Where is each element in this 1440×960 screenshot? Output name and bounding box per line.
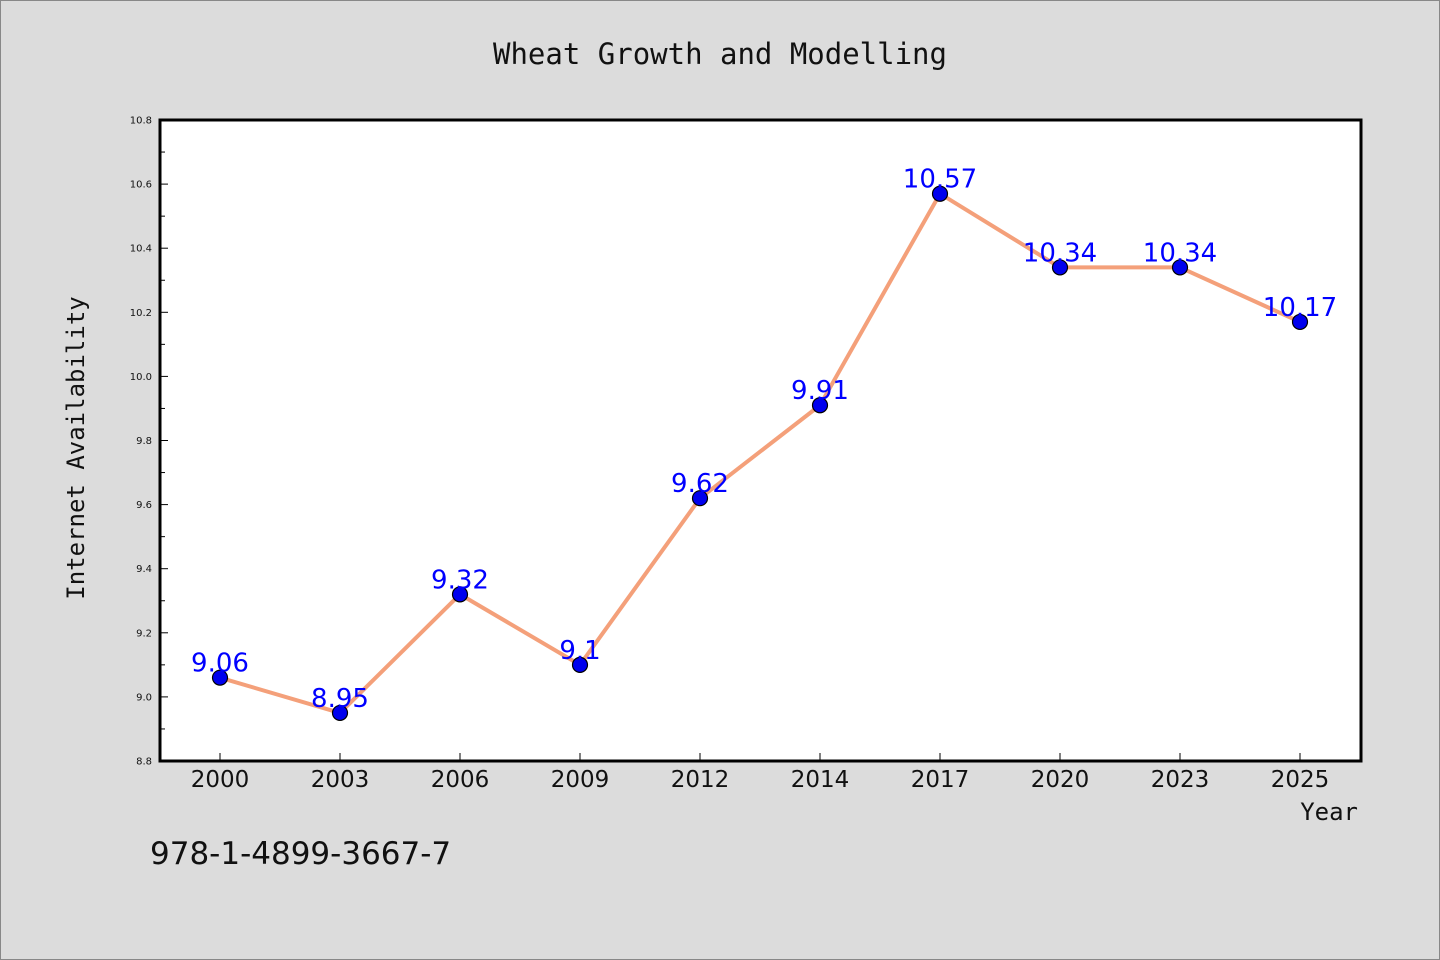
data-point: [451, 586, 469, 603]
x-axis-label: Year: [1300, 798, 1358, 826]
y-tick-label: 10.0: [130, 372, 152, 383]
y-tick-label: 10.4: [130, 244, 152, 255]
data-point: [691, 490, 709, 507]
y-tick-label: 10.8: [130, 116, 152, 127]
data-label: 10.17: [1263, 293, 1337, 323]
data-label: 10.57: [903, 165, 977, 195]
x-tick-label: 2023: [1151, 767, 1210, 793]
x-tick-label: 2003: [311, 767, 370, 793]
data-label: 9.91: [791, 376, 849, 406]
data-label: 10.34: [1143, 238, 1217, 268]
y-tick-label: 9.4: [136, 564, 152, 575]
y-tick-label: 10.2: [130, 308, 152, 319]
y-tick-label: 10.6: [130, 180, 152, 191]
data-label: 9.06: [191, 649, 249, 679]
data-point: [1291, 313, 1309, 331]
x-tick-label: 2017: [911, 767, 970, 793]
x-tick-label: 2020: [1031, 767, 1090, 793]
data-label: 9.62: [671, 469, 729, 499]
data-point: [1051, 259, 1069, 276]
y-tick-label: 9.2: [136, 628, 152, 639]
isbn-annotation: 978-1-4899-3667-7: [150, 836, 451, 872]
x-axis: 2000 2003 2006 2009 2012 2014 2017 2020 2023 2025: [191, 753, 1330, 793]
x-tick-label: 2000: [191, 767, 250, 793]
data-label: 9.32: [431, 565, 489, 595]
data-label: 8.95: [311, 684, 369, 714]
y-tick-label: 8.8: [136, 757, 152, 768]
data-labels: 9.06 8.95 9.32 9.1 9.62 9.91 10.57 10.34 10.34 10…: [191, 165, 1337, 714]
x-tick-label: 2012: [671, 767, 730, 793]
data-point: [331, 704, 349, 722]
chart-title: Wheat Growth and Modelling: [493, 37, 947, 71]
x-tick-label: 2025: [1271, 767, 1330, 793]
y-axis-label: Internet Availability: [62, 296, 90, 599]
data-point: [211, 669, 229, 686]
data-point: [931, 185, 949, 202]
x-tick-label: 2014: [791, 767, 850, 793]
data-label: 9.1: [559, 636, 600, 666]
y-tick-label: 9.8: [136, 436, 152, 447]
plot-area: [158, 118, 1363, 763]
data-point: [1171, 259, 1189, 276]
data-point: [811, 397, 829, 414]
y-axis: 8.8 9.0 9.2 9.4 9.6 9.8 10.0 10.2 10.4 10.6 10.8: [130, 116, 168, 768]
y-tick-label: 9.0: [136, 692, 152, 703]
data-label: 10.34: [1023, 238, 1097, 268]
series-markers: [211, 185, 1309, 722]
series-line: [219, 191, 1301, 715]
x-tick-label: 2006: [431, 767, 490, 793]
data-point: [571, 656, 589, 673]
y-tick-label: 9.6: [136, 500, 152, 511]
x-tick-label: 2009: [551, 767, 610, 793]
